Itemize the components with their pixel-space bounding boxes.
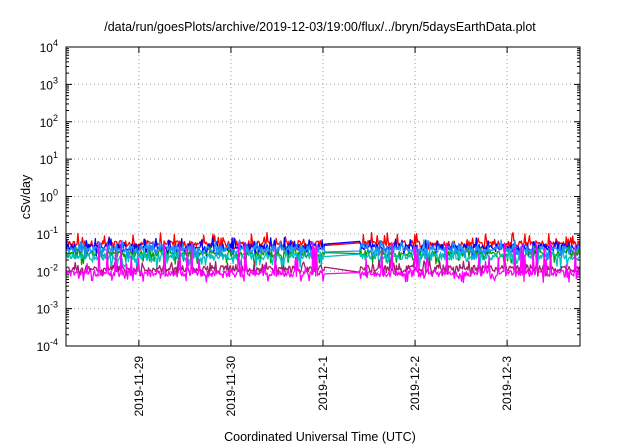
chart-title: /data/run/goesPlots/archive/2019-12-03/1… bbox=[104, 20, 536, 34]
y-tick-label: 104 bbox=[40, 38, 58, 55]
y-tick-exponent: 3 bbox=[53, 75, 58, 85]
y-tick-label: 101 bbox=[40, 150, 58, 167]
x-tick-label: 2019-12-1 bbox=[316, 356, 330, 411]
y-tick-exponent: 0 bbox=[53, 188, 58, 198]
y-tick-label: 10-1 bbox=[37, 225, 58, 242]
y-tick-exponent: -4 bbox=[50, 337, 58, 347]
series-line bbox=[65, 241, 581, 284]
y-tick-exponent: 2 bbox=[53, 113, 58, 123]
plot-border bbox=[65, 46, 581, 347]
y-tick-exponent: 1 bbox=[53, 150, 58, 160]
y-tick-label: 102 bbox=[40, 113, 58, 130]
series-line bbox=[65, 239, 581, 261]
x-axis-label: Coordinated Universal Time (UTC) bbox=[224, 430, 416, 444]
series-line bbox=[65, 246, 581, 269]
y-tick-label: 10-3 bbox=[37, 300, 58, 317]
y-tick-exponent: -3 bbox=[50, 300, 58, 310]
y-tick-exponent: -2 bbox=[50, 262, 58, 272]
y-tick-label: 103 bbox=[40, 75, 58, 92]
y-tick-label: 100 bbox=[40, 188, 58, 205]
y-axis-label: cSv/day bbox=[19, 174, 33, 220]
x-tick-label: 2019-11-29 bbox=[132, 356, 146, 417]
y-tick-label: 10-4 bbox=[37, 337, 58, 354]
y-tick-exponent: -1 bbox=[50, 225, 58, 235]
y-tick-label: 10-2 bbox=[37, 262, 58, 279]
x-tick-label: 2019-11-30 bbox=[224, 356, 238, 417]
x-tick-label: 2019-12-3 bbox=[500, 356, 514, 411]
y-tick-exponent: 4 bbox=[53, 38, 58, 48]
x-tick-label: 2019-12-2 bbox=[408, 356, 422, 411]
